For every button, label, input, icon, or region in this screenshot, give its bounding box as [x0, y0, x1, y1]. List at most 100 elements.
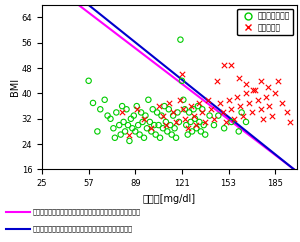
Point — [188, 120, 193, 124]
Point — [270, 114, 274, 118]
Point — [174, 120, 178, 124]
Point — [196, 104, 200, 108]
Point — [98, 107, 103, 111]
Point — [194, 126, 199, 130]
Point — [229, 107, 234, 111]
Point — [229, 120, 234, 124]
Point — [108, 117, 113, 121]
Point — [273, 91, 278, 95]
Point — [149, 126, 154, 130]
Point — [267, 104, 272, 108]
Point — [171, 111, 176, 114]
Point — [252, 88, 257, 92]
Point — [158, 136, 162, 140]
Point — [216, 114, 221, 118]
Point — [264, 95, 269, 98]
Point — [121, 120, 126, 124]
Point — [128, 117, 133, 121]
Point — [131, 114, 136, 118]
Point — [174, 136, 178, 140]
Point — [111, 126, 116, 130]
Point — [226, 98, 231, 102]
Point — [164, 120, 168, 124]
Point — [244, 82, 248, 86]
Point — [239, 111, 244, 114]
Point — [244, 120, 248, 124]
Point — [206, 98, 211, 102]
Point — [201, 123, 206, 127]
Point — [222, 63, 226, 67]
Point — [118, 133, 123, 136]
Point — [112, 136, 117, 140]
Point — [220, 111, 225, 114]
Point — [153, 133, 158, 136]
X-axis label: 血糖値[mg/dl]: 血糖値[mg/dl] — [143, 194, 196, 204]
Point — [197, 101, 202, 105]
Point — [208, 107, 213, 111]
Point — [236, 129, 241, 133]
Point — [175, 111, 180, 114]
Text: 暗号化したデータを用いた分析結果（近似による回帰）: 暗号化したデータを用いた分析結果（近似による回帰） — [33, 225, 133, 232]
Point — [139, 111, 143, 114]
Point — [190, 129, 194, 133]
Point — [244, 91, 248, 95]
Point — [235, 95, 240, 98]
Point — [258, 107, 263, 111]
Point — [193, 117, 197, 121]
Point — [152, 123, 157, 127]
Point — [169, 133, 174, 136]
Point — [203, 120, 208, 124]
Point — [203, 133, 208, 136]
Point — [133, 129, 138, 133]
Point — [140, 120, 145, 124]
Point — [222, 126, 226, 130]
Point — [168, 123, 172, 127]
Point — [194, 123, 199, 127]
Point — [177, 120, 182, 124]
Point — [236, 76, 241, 80]
Point — [280, 101, 285, 105]
Point — [114, 111, 119, 114]
Point — [117, 123, 122, 127]
Point — [146, 98, 151, 102]
Point — [160, 114, 165, 118]
Point — [167, 107, 171, 111]
Point — [86, 79, 91, 83]
Point — [178, 38, 183, 42]
Point — [179, 79, 184, 83]
Point — [200, 111, 205, 114]
Point — [181, 98, 186, 102]
Point — [126, 123, 130, 127]
Point — [155, 111, 160, 114]
Point — [143, 114, 148, 118]
Point — [266, 85, 270, 89]
Point — [165, 129, 170, 133]
Point — [91, 101, 95, 105]
Point — [185, 126, 190, 130]
Point — [200, 107, 205, 111]
Point — [284, 111, 289, 114]
Point — [159, 114, 164, 118]
Point — [102, 98, 107, 102]
Point — [247, 101, 251, 105]
Point — [229, 63, 234, 67]
Point — [261, 117, 266, 121]
Point — [171, 114, 176, 118]
Point — [191, 107, 196, 111]
Point — [197, 120, 202, 124]
Point — [184, 123, 189, 127]
Point — [276, 79, 280, 83]
Point — [124, 107, 129, 111]
Point — [105, 114, 110, 118]
Point — [255, 98, 260, 102]
Point — [137, 133, 142, 136]
Point — [147, 120, 152, 124]
Point — [251, 88, 256, 92]
Point — [162, 104, 167, 108]
Point — [232, 117, 237, 121]
Point — [223, 120, 228, 124]
Point — [188, 104, 193, 108]
Point — [241, 114, 245, 118]
Point — [218, 101, 222, 105]
Point — [182, 117, 187, 121]
